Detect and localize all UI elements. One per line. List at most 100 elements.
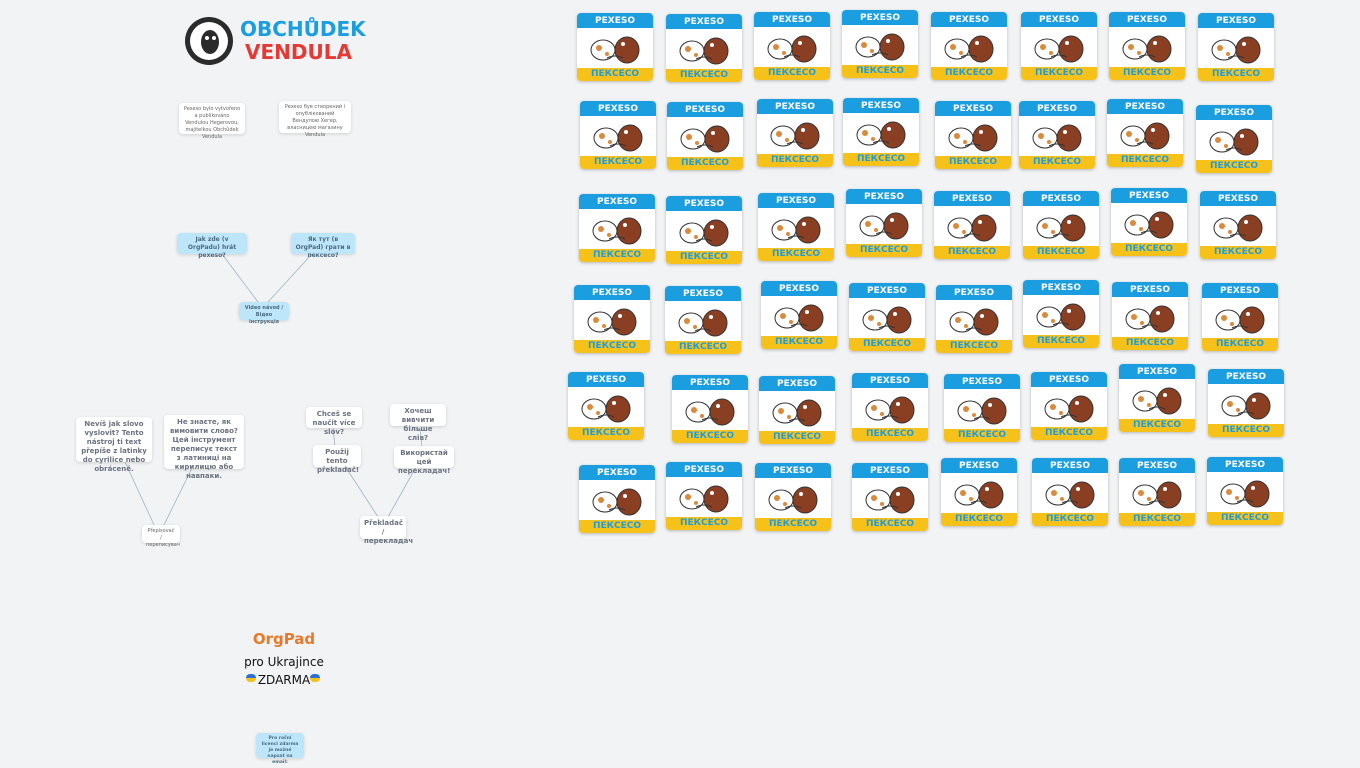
- pexeso-card[interactable]: PEXESO ПЕКСЕСО: [757, 99, 833, 167]
- pexeso-card[interactable]: PEXESO ПЕКСЕСО: [1119, 458, 1195, 526]
- pexeso-card[interactable]: PEXESO ПЕКСЕСО: [1198, 13, 1274, 81]
- card-top-label: PEXESO: [758, 193, 834, 208]
- pexeso-card[interactable]: PEXESO ПЕКСЕСО: [852, 373, 928, 441]
- card-bottom-label: ПЕКСЕСО: [1207, 512, 1283, 525]
- orgpad-line1: pro Ukrajince: [244, 655, 324, 669]
- pexeso-card[interactable]: PEXESO ПЕКСЕСО: [936, 285, 1012, 353]
- note-learn-ua[interactable]: Хочеш вивчити більше слів?: [390, 404, 446, 442]
- dogs-illustration-icon: [1120, 122, 1170, 150]
- dogs-illustration-icon: [1036, 214, 1086, 242]
- card-top-label: PEXESO: [1023, 280, 1099, 295]
- pexeso-card[interactable]: PEXESO ПЕКСЕСО: [843, 98, 919, 166]
- pexeso-card[interactable]: PEXESO ПЕКСЕСО: [1196, 105, 1272, 173]
- card-top-label: PEXESO: [1207, 457, 1283, 472]
- pexeso-card[interactable]: PEXESO ПЕКСЕСО: [941, 458, 1017, 526]
- pexeso-card[interactable]: PEXESO ПЕКСЕСО: [666, 196, 742, 264]
- card-bottom-label: ПЕКСЕСО: [846, 244, 922, 257]
- pexeso-card[interactable]: PEXESO ПЕКСЕСО: [1019, 101, 1095, 169]
- pexeso-card[interactable]: PEXESO ПЕКСЕСО: [761, 281, 837, 349]
- dogs-illustration-icon: [590, 36, 640, 64]
- dogs-illustration-icon: [947, 214, 997, 242]
- pexeso-card[interactable]: PEXESO ПЕКСЕСО: [1109, 12, 1185, 80]
- card-bottom-label: ПЕКСЕСО: [852, 428, 928, 441]
- card-top-label: PEXESO: [1111, 188, 1187, 203]
- pexeso-card[interactable]: PEXESO ПЕКСЕСО: [1023, 191, 1099, 259]
- pexeso-card[interactable]: PEXESO ПЕКСЕСО: [1032, 458, 1108, 526]
- pexeso-card[interactable]: PEXESO ПЕКСЕСО: [934, 191, 1010, 259]
- pexeso-card[interactable]: PEXESO ПЕКСЕСО: [1107, 99, 1183, 167]
- pexeso-card[interactable]: PEXESO ПЕКСЕСО: [579, 194, 655, 262]
- pexeso-card[interactable]: PEXESO ПЕКСЕСО: [1200, 191, 1276, 259]
- dogs-illustration-icon: [767, 35, 817, 63]
- pexeso-card[interactable]: PEXESO ПЕКСЕСО: [1112, 282, 1188, 350]
- dogs-illustration-icon: [1045, 481, 1095, 509]
- card-top-label: PEXESO: [1196, 105, 1272, 120]
- pexeso-card[interactable]: PEXESO ПЕКСЕСО: [1119, 364, 1195, 432]
- pexeso-card[interactable]: PEXESO ПЕКСЕСО: [580, 101, 656, 169]
- pexeso-card[interactable]: PEXESO ПЕКСЕСО: [672, 375, 748, 443]
- note-use-ua[interactable]: Використай цей перекладач!: [394, 446, 454, 475]
- pexeso-card[interactable]: PEXESO ПЕКСЕСО: [754, 12, 830, 80]
- card-bottom-label: ПЕКСЕСО: [755, 518, 831, 531]
- note-translit-question-ua[interactable]: Не знаєте, як вимовити слово? Цей інстру…: [164, 415, 244, 480]
- pexeso-card[interactable]: PEXESO ПЕКСЕСО: [1202, 283, 1278, 351]
- note-use-cz[interactable]: Použij tento překladač!: [313, 445, 361, 474]
- note-video-tutorial[interactable]: Video návod / Відео інструкція: [239, 302, 289, 325]
- note-how-ua[interactable]: Як тут (в OrgPad) грати в пексесо?: [291, 233, 355, 259]
- dogs-illustration-icon: [1211, 36, 1261, 64]
- pexeso-card[interactable]: PEXESO ПЕКСЕСО: [574, 285, 650, 353]
- pexeso-card[interactable]: PEXESO ПЕКСЕСО: [755, 463, 831, 531]
- dogs-illustration-icon: [678, 309, 728, 337]
- card-bottom-label: ПЕКСЕСО: [1208, 424, 1284, 437]
- note-license-info[interactable]: Pro roční licenci zdarma je možné napsat…: [256, 733, 304, 765]
- dogs-illustration-icon: [593, 124, 643, 152]
- pexeso-card[interactable]: PEXESO ПЕКСЕСО: [1021, 12, 1097, 80]
- card-bottom-label: ПЕКСЕСО: [580, 156, 656, 169]
- pexeso-card[interactable]: PEXESO ПЕКСЕСО: [849, 283, 925, 351]
- note-translator-link[interactable]: Překladač / перекладач: [360, 516, 413, 545]
- card-top-label: PEXESO: [846, 189, 922, 204]
- pexeso-card[interactable]: PEXESO ПЕКСЕСО: [667, 102, 743, 170]
- orgpad-line2: ZDARMA: [257, 673, 311, 687]
- card-bottom-label: ПЕКСЕСО: [1119, 419, 1195, 432]
- card-top-label: PEXESO: [577, 13, 653, 28]
- card-top-label: PEXESO: [936, 285, 1012, 300]
- pexeso-card[interactable]: PEXESO ПЕКСЕСО: [852, 463, 928, 531]
- card-top-label: PEXESO: [761, 281, 837, 296]
- pexeso-card[interactable]: PEXESO ПЕКСЕСО: [759, 376, 835, 444]
- card-bottom-label: ПЕКСЕСО: [931, 67, 1007, 80]
- pexeso-card[interactable]: PEXESO ПЕКСЕСО: [842, 10, 918, 78]
- card-top-label: PEXESO: [579, 194, 655, 209]
- note-learn-cz[interactable]: Chceš se naučit více slov?: [306, 407, 362, 436]
- dogs-illustration-icon: [774, 304, 824, 332]
- pexeso-card[interactable]: PEXESO ПЕКСЕСО: [1111, 188, 1187, 256]
- note-credit-cz[interactable]: Pexeso bylo vytvořeno a publikováno Vend…: [179, 103, 245, 140]
- pexeso-card[interactable]: PEXESO ПЕКСЕСО: [1208, 369, 1284, 437]
- pexeso-card[interactable]: PEXESO ПЕКСЕСО: [1207, 457, 1283, 525]
- note-transliterator-link[interactable]: Přepisovač / переписувач: [142, 525, 180, 548]
- pexeso-card[interactable]: PEXESO ПЕКСЕСО: [944, 374, 1020, 442]
- pexeso-card[interactable]: PEXESO ПЕКСЕСО: [577, 13, 653, 81]
- card-top-label: PEXESO: [579, 465, 655, 480]
- note-credit-ua[interactable]: Pexeso був створений і опублікований Вен…: [279, 101, 351, 138]
- note-how-cz[interactable]: Jak zde (v OrgPadu) hrát pexeso?: [177, 233, 247, 259]
- dogs-illustration-icon: [948, 124, 998, 152]
- card-top-label: PEXESO: [667, 102, 743, 117]
- pexeso-card[interactable]: PEXESO ПЕКСЕСО: [1023, 280, 1099, 348]
- pexeso-card[interactable]: PEXESO ПЕКСЕСО: [666, 462, 742, 530]
- pexeso-card[interactable]: PEXESO ПЕКСЕСО: [931, 12, 1007, 80]
- card-top-label: PEXESO: [580, 101, 656, 116]
- pexeso-card[interactable]: PEXESO ПЕКСЕСО: [935, 101, 1011, 169]
- pexeso-card[interactable]: PEXESO ПЕКСЕСО: [1031, 372, 1107, 440]
- card-bottom-label: ПЕКСЕСО: [667, 157, 743, 170]
- pexeso-card[interactable]: PEXESO ПЕКСЕСО: [579, 465, 655, 533]
- card-top-label: PEXESO: [759, 376, 835, 391]
- pexeso-card[interactable]: PEXESO ПЕКСЕСО: [846, 189, 922, 257]
- note-translit-question-cz[interactable]: Nevíš jak slovo vyslovit? Tento nástroj …: [76, 417, 152, 473]
- card-bottom-label: ПЕКСЕСО: [941, 513, 1017, 526]
- pexeso-card[interactable]: PEXESO ПЕКСЕСО: [758, 193, 834, 261]
- pexeso-card[interactable]: PEXESO ПЕКСЕСО: [666, 14, 742, 82]
- pexeso-card[interactable]: PEXESO ПЕКСЕСО: [665, 286, 741, 354]
- pexeso-card[interactable]: PEXESO ПЕКСЕСО: [568, 372, 644, 440]
